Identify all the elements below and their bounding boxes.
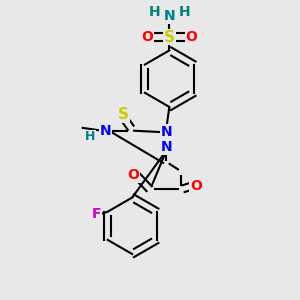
Text: H: H <box>178 5 190 19</box>
Text: N: N <box>164 9 175 23</box>
Text: N: N <box>100 124 111 138</box>
Text: O: O <box>141 30 153 44</box>
Text: F: F <box>92 207 101 221</box>
Text: S: S <box>118 107 129 122</box>
Text: H: H <box>85 130 96 143</box>
Text: N: N <box>160 125 172 139</box>
Text: S: S <box>164 30 175 45</box>
Text: O: O <box>190 179 202 193</box>
Text: H: H <box>148 5 160 19</box>
Text: O: O <box>128 168 140 182</box>
Text: O: O <box>186 30 197 44</box>
Text: N: N <box>160 140 172 154</box>
